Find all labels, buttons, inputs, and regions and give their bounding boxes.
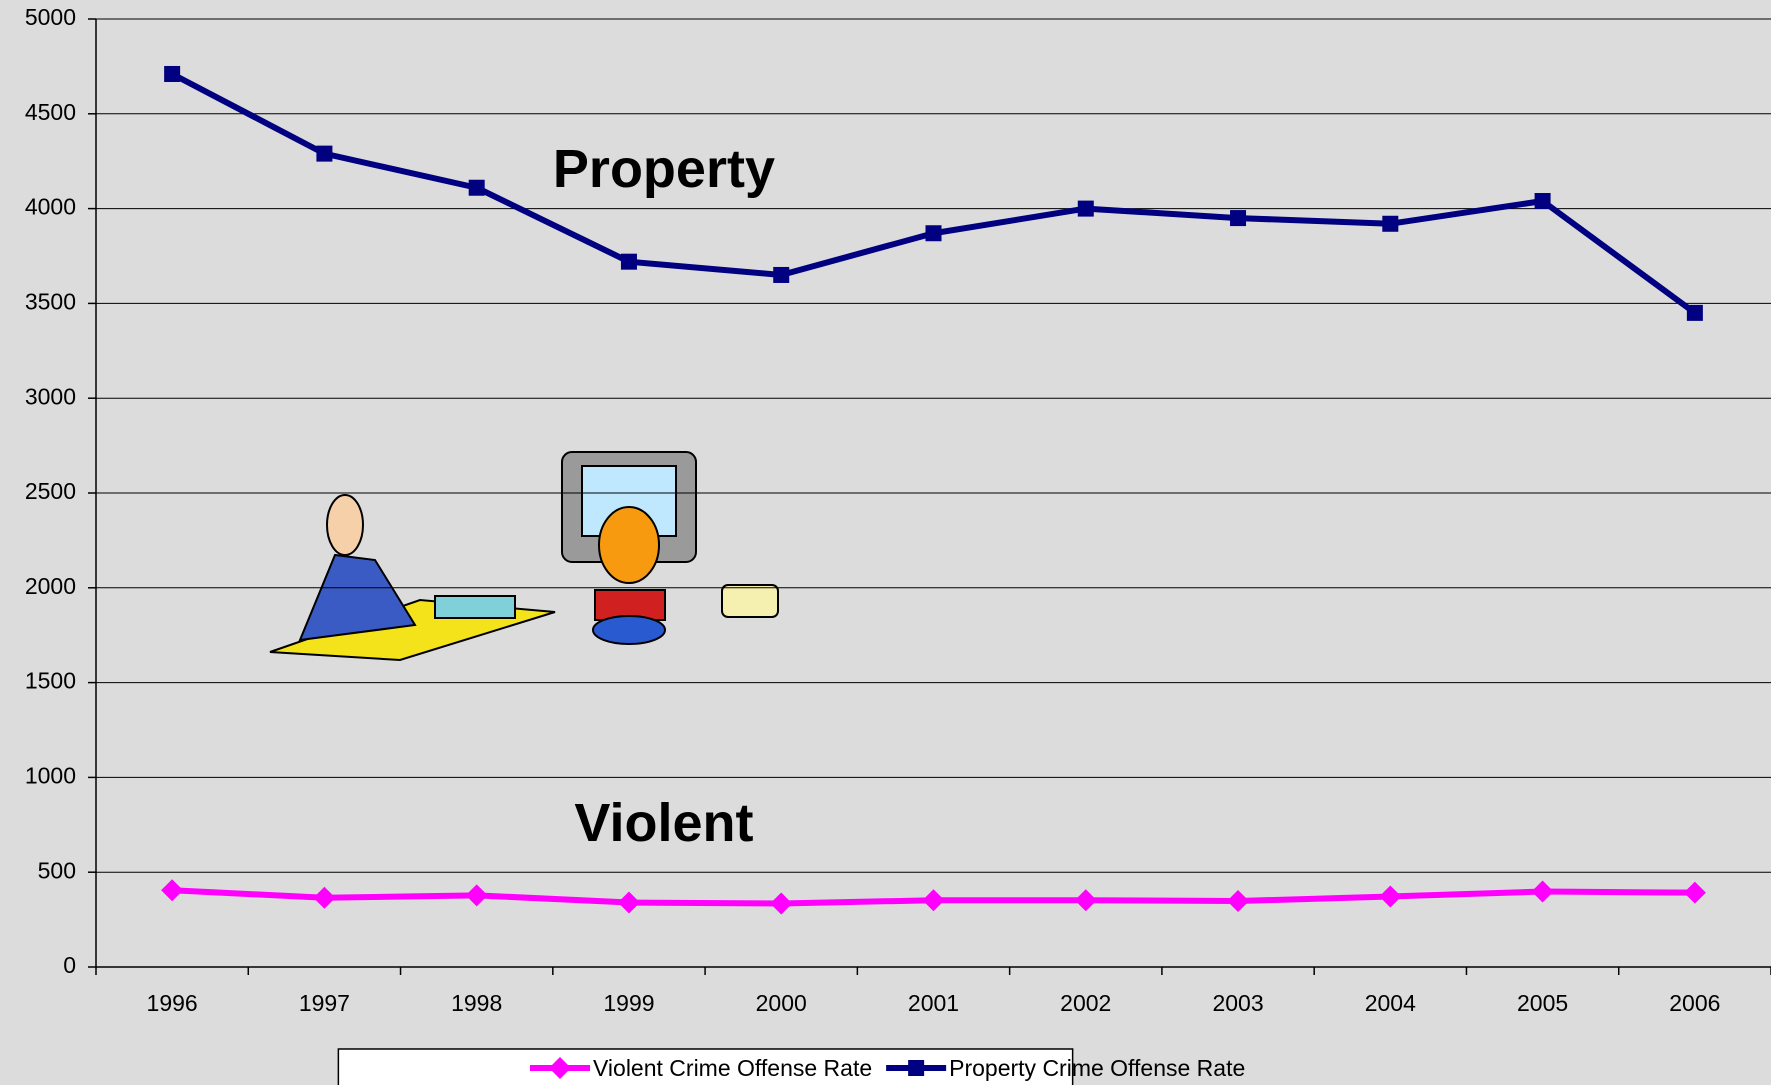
y-tick-label: 3000 [25, 383, 76, 409]
x-tick-label: 2002 [1060, 990, 1111, 1016]
data-point [161, 879, 184, 902]
y-tick-label: 500 [38, 857, 76, 883]
legend-label: Property Crime Offense Rate [949, 1055, 1245, 1081]
data-point [1230, 210, 1247, 227]
data-point [1531, 880, 1554, 903]
x-tick-label: 2003 [1212, 990, 1263, 1016]
y-tick-label: 4000 [25, 194, 76, 220]
data-point [617, 891, 640, 914]
legend-label: Violent Crime Offense Rate [593, 1055, 872, 1081]
data-point [468, 179, 485, 196]
y-tick-label: 1000 [25, 762, 76, 788]
x-tick-label: 1998 [451, 990, 502, 1016]
data-point [773, 266, 790, 283]
data-point [1379, 885, 1402, 908]
legend-box [337, 1048, 1074, 1085]
clipart [269, 451, 779, 662]
legend: Violent Crime Offense Rate Property Crime… [337, 1048, 1245, 1085]
x-tick-label: 1997 [299, 990, 350, 1016]
data-point [164, 65, 181, 82]
y-tick-label: 3500 [25, 288, 76, 314]
annotation: Violent [574, 793, 753, 853]
data-point [1074, 889, 1097, 912]
data-point [925, 225, 942, 242]
x-tick-label: 2001 [908, 990, 959, 1016]
y-tick-label: 4500 [25, 99, 76, 125]
data-point [1382, 215, 1399, 232]
data-point [1227, 890, 1250, 913]
data-point [1686, 304, 1703, 321]
data-point [1077, 200, 1094, 217]
data-point [620, 253, 637, 270]
y-tick-label: 1500 [25, 668, 76, 694]
annotation: Property [553, 139, 775, 199]
legend-marker [549, 1057, 571, 1079]
y-tick-label: 0 [63, 952, 76, 978]
data-point [922, 889, 945, 912]
x-tick-label: 1999 [603, 990, 654, 1016]
data-point [770, 892, 793, 915]
data-point [1683, 881, 1706, 904]
x-tick-label: 1996 [147, 990, 198, 1016]
data-point [316, 145, 333, 162]
y-tick-label: 2500 [25, 478, 76, 504]
data-point [313, 886, 336, 909]
x-tick-label: 2006 [1669, 990, 1720, 1016]
y-tick-label: 2000 [25, 573, 76, 599]
data-point [1534, 193, 1551, 210]
y-tick-label: 5000 [25, 4, 76, 30]
legend-marker [908, 1060, 925, 1076]
x-tick-label: 2004 [1365, 990, 1416, 1016]
x-tick-label: 2000 [756, 990, 807, 1016]
data-point [465, 884, 488, 907]
x-tick-label: 2005 [1517, 990, 1568, 1016]
